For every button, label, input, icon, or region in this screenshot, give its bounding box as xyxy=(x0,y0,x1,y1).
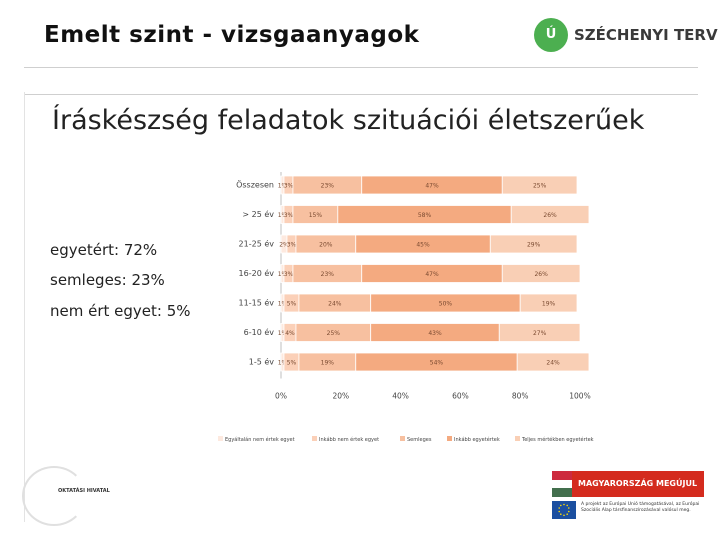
x-tick-label: 0% xyxy=(275,392,287,401)
data-label: 26% xyxy=(543,212,557,219)
bar-segment xyxy=(501,264,581,283)
legend-label: Semleges xyxy=(407,437,432,443)
data-label: 43% xyxy=(428,330,442,337)
summary-neutral: semleges: 23% xyxy=(50,271,165,289)
category-label: 16-20 év xyxy=(239,268,275,278)
x-tick-label: 80% xyxy=(512,392,529,401)
data-label: 58% xyxy=(418,212,432,219)
szechenyi-logo-mark: Ú xyxy=(534,18,568,52)
data-label: 47% xyxy=(425,271,439,278)
legend-label: Teljes mértékben egyetértek xyxy=(521,436,594,443)
data-label: 29% xyxy=(527,242,541,249)
left-vertical-rule xyxy=(24,92,25,522)
x-tick-label: 40% xyxy=(392,392,409,401)
header-title: Emelt szint - vizsgaanyagok xyxy=(44,22,420,48)
slide-title: Íráskészség feladatok szituációi életsze… xyxy=(52,105,645,136)
data-label: 1% xyxy=(278,183,288,190)
data-label: 47% xyxy=(425,183,439,190)
x-tick-label: 100% xyxy=(569,392,590,401)
data-label: 19% xyxy=(542,301,556,308)
szechenyi-logo-text: SZÉCHENYI TERV xyxy=(574,26,718,44)
oktatasi-hivatal-logo: OKTATÁSI HIVATAL xyxy=(22,466,122,526)
x-tick-label: 20% xyxy=(332,392,349,401)
bar-segment xyxy=(516,352,590,372)
oktatasi-hivatal-arc xyxy=(22,466,86,526)
bar-segment xyxy=(489,234,578,254)
magyarorszag-megujul-banner: MAGYARORSZÁG MEGÚJUL xyxy=(552,471,704,497)
summary-disagree: nem ért egyet: 5% xyxy=(50,302,191,320)
category-label: > 25 év xyxy=(242,209,274,219)
category-label: 6-10 év xyxy=(244,327,275,337)
header-divider xyxy=(24,67,698,68)
data-label: 54% xyxy=(430,360,444,367)
legend-label: Inkább egyetértek xyxy=(454,436,500,443)
eu-flag-icon xyxy=(552,501,576,519)
data-label: 23% xyxy=(321,271,335,278)
banner-text: MAGYARORSZÁG MEGÚJUL xyxy=(578,479,698,488)
category-label: Összesen xyxy=(236,180,274,190)
oktatasi-hivatal-text: OKTATÁSI HIVATAL xyxy=(58,488,110,494)
x-tick-label: 60% xyxy=(452,392,469,401)
data-label: 1% xyxy=(278,360,288,367)
data-label: 1% xyxy=(278,330,288,337)
data-label: 24% xyxy=(546,360,560,367)
data-label: 23% xyxy=(321,183,335,190)
data-label: 20% xyxy=(319,242,333,249)
legend-swatch xyxy=(312,436,317,441)
data-label: 3% xyxy=(284,183,294,190)
title-divider xyxy=(24,94,698,95)
legend-swatch xyxy=(400,436,405,441)
data-label: 1% xyxy=(278,271,288,278)
data-label: 3% xyxy=(284,212,294,219)
data-label: 50% xyxy=(439,301,453,308)
legend-swatch xyxy=(218,436,223,441)
data-label: 25% xyxy=(327,330,341,337)
data-label: 45% xyxy=(416,242,430,249)
category-label: 21-25 év xyxy=(239,239,275,249)
data-label: 5% xyxy=(287,301,297,308)
data-label: 25% xyxy=(533,183,547,190)
category-label: 1-5 év xyxy=(249,357,275,367)
legend-label: Inkább nem értek egyet xyxy=(319,436,379,443)
data-label: 1% xyxy=(278,212,288,219)
bar-segment xyxy=(510,205,590,224)
bar-segment xyxy=(498,323,581,342)
data-label: 15% xyxy=(309,212,323,219)
data-label: 3% xyxy=(284,271,294,278)
eu-funding-text: A projekt az Európai Unió támogatásával,… xyxy=(581,502,700,513)
data-label: 1% xyxy=(278,301,288,308)
data-label: 4% xyxy=(285,330,295,337)
summary-agree: egyetért: 72% xyxy=(50,241,158,259)
data-label: 19% xyxy=(321,360,335,367)
data-label: 26% xyxy=(534,271,548,278)
legend-swatch xyxy=(515,436,520,441)
hungarian-flag-icon xyxy=(552,471,572,497)
legend-label: Egyáltalán nem értek egyet xyxy=(225,436,295,443)
data-label: 27% xyxy=(533,330,547,337)
data-label: 24% xyxy=(328,301,342,308)
data-label: 3% xyxy=(287,242,297,249)
category-label: 11-15 év xyxy=(239,298,275,308)
bar-segment xyxy=(501,175,578,195)
legend-swatch xyxy=(447,436,452,441)
szechenyi-terv-logo: Ú SZÉCHENYI TERV xyxy=(534,18,718,52)
bar-segment xyxy=(519,293,578,313)
data-label: 5% xyxy=(287,360,297,367)
data-label: 2% xyxy=(279,242,289,249)
